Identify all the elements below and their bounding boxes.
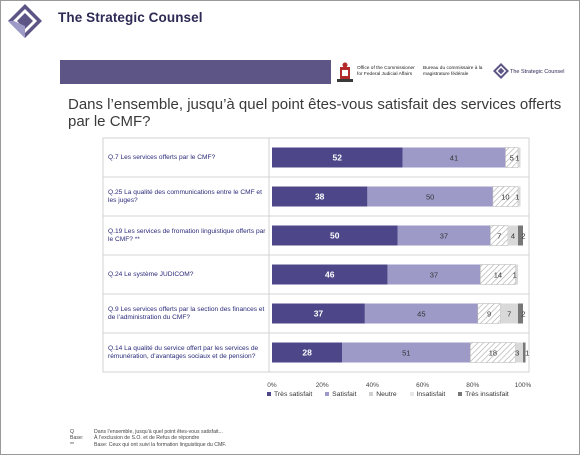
bar-segment-4-row-1 — [517, 147, 521, 168]
data-label: 1 — [515, 193, 519, 202]
gov-name-fr: Bureau du commissaire à la magistrature … — [423, 66, 483, 77]
x-tick-label: 0% — [267, 382, 277, 389]
data-label: 18 — [489, 349, 497, 358]
small-strategic-counsel-logo-icon — [493, 63, 509, 79]
data-label: 50 — [330, 231, 340, 241]
bar-segment-1-row-6 — [272, 342, 343, 363]
bar-segment-1-row-2 — [272, 186, 368, 207]
data-label: 28 — [302, 348, 312, 358]
legend-item-neutre: Neutre — [369, 391, 397, 398]
bar-segment-5-row-6 — [523, 342, 526, 363]
data-label: 7 — [507, 310, 511, 319]
bar-segment-1-row-4 — [272, 264, 388, 285]
bar-segment-2-row-1 — [402, 147, 506, 168]
data-label: 1 — [515, 154, 519, 163]
footnote-base: Base: À l’exclusion de S.O. et de Refus d… — [70, 435, 200, 442]
footnotes: Q Dans l’ensemble, jusqu’à quel point ête… — [70, 429, 226, 448]
bar-segment-4-row-2 — [517, 186, 521, 207]
x-tick-label: 60% — [416, 382, 429, 389]
data-label: 2 — [521, 310, 525, 319]
legend-item-tres-insatisfait: Très insatisfait — [458, 391, 509, 398]
x-tick-label: 20% — [316, 382, 329, 389]
coat-of-arms-icon — [337, 62, 353, 82]
data-label: 52 — [333, 153, 343, 163]
data-label: 46 — [325, 270, 335, 280]
legend-label: Très insatisfait — [465, 391, 509, 398]
data-label: 9 — [487, 310, 491, 319]
legend-item-satisfait: Satisfait — [325, 391, 356, 398]
small-logo-text: The Strategic Counsel — [510, 69, 565, 75]
data-label: 37 — [430, 271, 438, 280]
legend-item-insatisfait: Insatisfait — [409, 391, 446, 398]
data-label: 41 — [450, 154, 458, 163]
bar-segment-2-row-2 — [367, 186, 493, 207]
data-label: 1 — [513, 271, 517, 280]
bar-segment-2-row-6 — [342, 342, 471, 363]
data-label: 3 — [515, 349, 519, 358]
data-label: 37 — [314, 309, 324, 319]
legend-label: Satisfait — [332, 391, 357, 398]
data-label: 1 — [525, 349, 529, 358]
legend-label: Très satisfait — [274, 391, 313, 398]
x-tick-label: 80% — [466, 382, 479, 389]
legend-label: Neutre — [376, 391, 397, 398]
bar-segment-4-row-4 — [515, 264, 518, 285]
data-label: 14 — [494, 271, 502, 280]
data-label: 5 — [510, 154, 514, 163]
company-name: The Strategic Counsel — [58, 10, 203, 25]
strategic-counsel-logo-icon — [8, 4, 42, 38]
bar-segment-2-row-4 — [387, 264, 481, 285]
bar-segment-1-row-1 — [272, 147, 403, 168]
bar-segment-4-row-6 — [515, 342, 523, 363]
footnote-language: ** Base: Ceux qui ont suivi la formation … — [70, 441, 227, 448]
bar-segment-2-row-5 — [364, 303, 478, 324]
data-label: 2 — [521, 232, 525, 241]
bar-segment-2-row-3 — [397, 225, 491, 246]
bar-segment-1-row-3 — [272, 225, 398, 246]
bar-segment-4-row-5 — [500, 303, 518, 324]
data-label: 10 — [501, 193, 509, 202]
bar-segment-5-row-5 — [517, 303, 523, 324]
category-label: Q.7 Les services offerts par le CMF? — [108, 153, 216, 161]
category-label: Q.25 La qualité des communications entre… — [108, 188, 262, 204]
x-tick-label: 100% — [515, 382, 532, 389]
category-label: Q.14 La qualité du service offert par le… — [108, 344, 259, 360]
data-label: 7 — [497, 232, 501, 241]
category-label: Q.19 Les services de fromation linguisti… — [108, 227, 266, 243]
chart-legend: Très satisfait Satisfait Neutre Insatisf… — [267, 391, 520, 398]
bar-segment-1-row-5 — [272, 303, 365, 324]
data-label: 4 — [511, 232, 515, 241]
chart-title: Dans l’ensemble, jusqu’à quel point êtes… — [68, 96, 562, 130]
legend-item-tres-satisfait: Très satisfait — [267, 391, 312, 398]
header-banner — [60, 60, 331, 84]
bar-segment-4-row-3 — [507, 225, 518, 246]
data-label: 50 — [426, 193, 434, 202]
data-label: 37 — [440, 232, 448, 241]
data-label: 51 — [402, 349, 410, 358]
bar-segment-5-row-3 — [517, 225, 523, 246]
footnote-question: Q Dans l’ensemble, jusqu’à quel point ête… — [70, 429, 223, 435]
category-label: Q.24 Le système JUDICOM? — [108, 270, 194, 278]
data-label: 45 — [417, 310, 425, 319]
gov-name-en: Office of the Commissioner for Federal J… — [357, 66, 415, 77]
x-tick-label: 40% — [366, 382, 379, 389]
category-label: Q.9 Les services offerts par la section … — [108, 305, 265, 321]
legend-label: Insatisfait — [416, 391, 446, 398]
data-label: 38 — [315, 192, 325, 202]
